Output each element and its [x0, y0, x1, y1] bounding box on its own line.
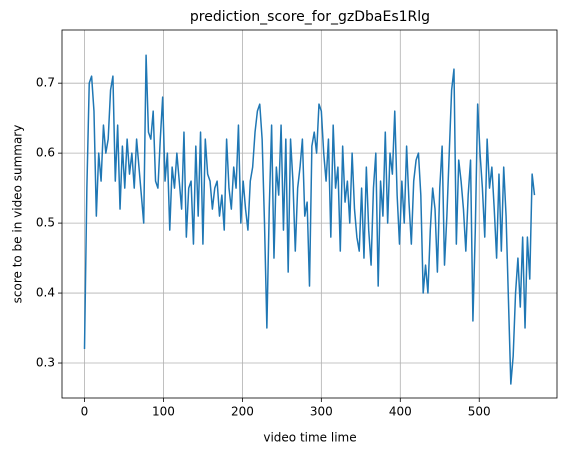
x-tick-label: 100 — [152, 405, 175, 419]
plot-frame — [61, 29, 558, 399]
x-tick-label: 400 — [389, 405, 412, 419]
x-tick-label: 300 — [310, 405, 333, 419]
x-tick-label: 200 — [231, 405, 254, 419]
y-tick-label: 0.6 — [36, 146, 55, 160]
line — [83, 54, 536, 385]
x-tick-label: 500 — [468, 405, 491, 419]
y-tick-label: 0.3 — [36, 356, 55, 370]
x-tick-label: 0 — [81, 405, 89, 419]
y-tick-label: 0.5 — [36, 216, 55, 230]
y-tick-label: 0.4 — [36, 286, 55, 300]
y-axis-label: score to be in video summary — [11, 125, 25, 304]
y-tick-label: 0.7 — [36, 76, 55, 90]
chart-title: prediction_score_for_gzDbaEs1Rlg — [190, 9, 430, 25]
x-axis-label: video time lime — [263, 431, 356, 445]
